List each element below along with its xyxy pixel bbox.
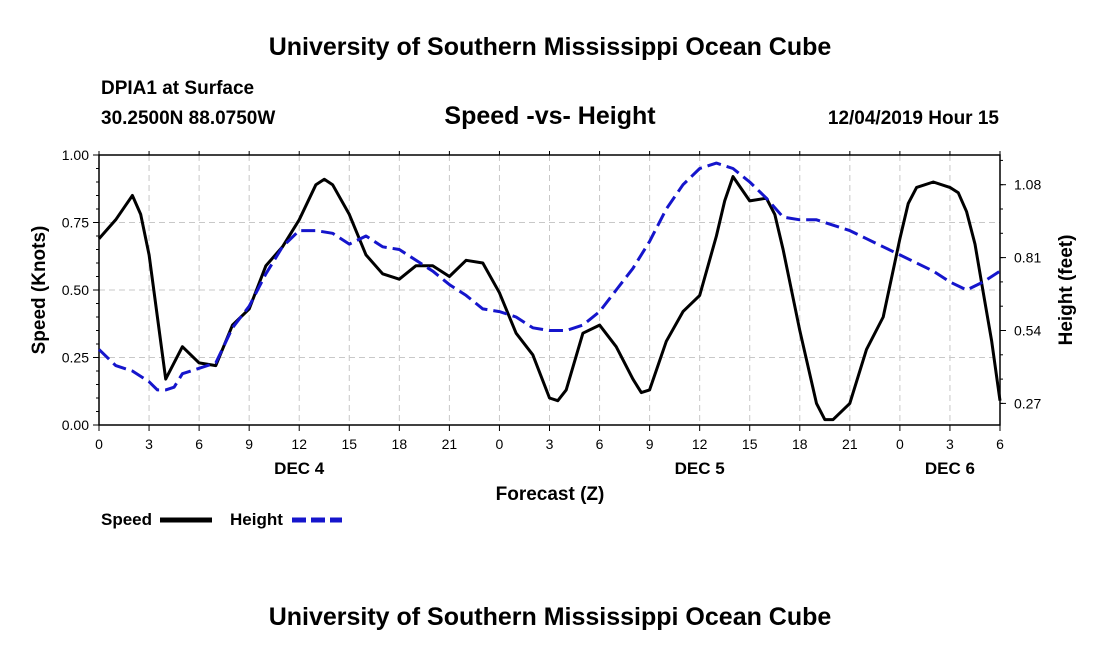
date-label: DEC 5 xyxy=(675,459,725,478)
y-left-tick-label: 0.50 xyxy=(62,282,89,298)
x-tick-label: 21 xyxy=(842,436,858,452)
x-tick-label: 3 xyxy=(946,436,954,452)
x-axis-label: Forecast (Z) xyxy=(496,484,605,505)
x-tick-label: 12 xyxy=(291,436,307,452)
y-left-tick-label: 0.00 xyxy=(62,417,89,433)
y-left-tick-label: 0.25 xyxy=(62,350,89,366)
y-axis-left-label: Speed (Knots) xyxy=(29,226,50,355)
x-tick-label: 0 xyxy=(896,436,904,452)
x-tick-label: 18 xyxy=(392,436,408,452)
x-tick-label: 21 xyxy=(442,436,458,452)
chart-title: Speed -vs- Height xyxy=(444,102,656,130)
station-label: DPIA1 at Surface xyxy=(101,78,254,99)
x-tick-label: 9 xyxy=(646,436,654,452)
date-label: DEC 4 xyxy=(274,459,325,478)
y-left-tick-label: 1.00 xyxy=(62,147,89,163)
footer-title: University of Southern Mississippi Ocean… xyxy=(269,603,832,631)
y-axis-right-label: Height (feet) xyxy=(1056,235,1077,346)
series-lines xyxy=(97,161,1002,422)
x-tick-label: 15 xyxy=(341,436,357,452)
header-title: University of Southern Mississippi Ocean… xyxy=(269,33,832,61)
station-coords: 30.2500N 88.0750W xyxy=(101,108,275,129)
date-label: DEC 6 xyxy=(925,459,975,478)
x-tick-label: 6 xyxy=(596,436,604,452)
axes: 0 3 6 9 12 15 18 21 0 3 6 9 12 15 18 21 0 3 6 DEC 4 DEC 5 DEC… xyxy=(62,147,1042,478)
grid-lines xyxy=(99,155,1000,425)
x-tick-label: 0 xyxy=(95,436,103,452)
x-tick-label: 12 xyxy=(692,436,708,452)
x-tick-label: 3 xyxy=(145,436,153,452)
series-height-line xyxy=(97,161,1001,392)
series-speed-line xyxy=(97,175,1002,422)
legend-height-label: Height xyxy=(230,510,283,529)
legend: Speed Height xyxy=(101,510,342,529)
x-tick-label: 6 xyxy=(996,436,1004,452)
chart-timestamp: 12/04/2019 Hour 15 xyxy=(828,108,1000,129)
x-tick-label: 6 xyxy=(195,436,203,452)
y-right-tick-label: 0.54 xyxy=(1014,323,1041,339)
x-tick-label: 0 xyxy=(496,436,504,452)
legend-speed-label: Speed xyxy=(101,510,152,529)
x-tick-label: 18 xyxy=(792,436,808,452)
y-right-tick-label: 1.08 xyxy=(1014,177,1041,193)
x-tick-label: 3 xyxy=(546,436,554,452)
x-tick-label: 15 xyxy=(742,436,758,452)
x-tick-label: 9 xyxy=(245,436,253,452)
y-left-tick-label: 0.75 xyxy=(62,215,89,231)
y-right-tick-label: 0.81 xyxy=(1014,250,1041,266)
y-right-tick-label: 0.27 xyxy=(1014,395,1041,411)
